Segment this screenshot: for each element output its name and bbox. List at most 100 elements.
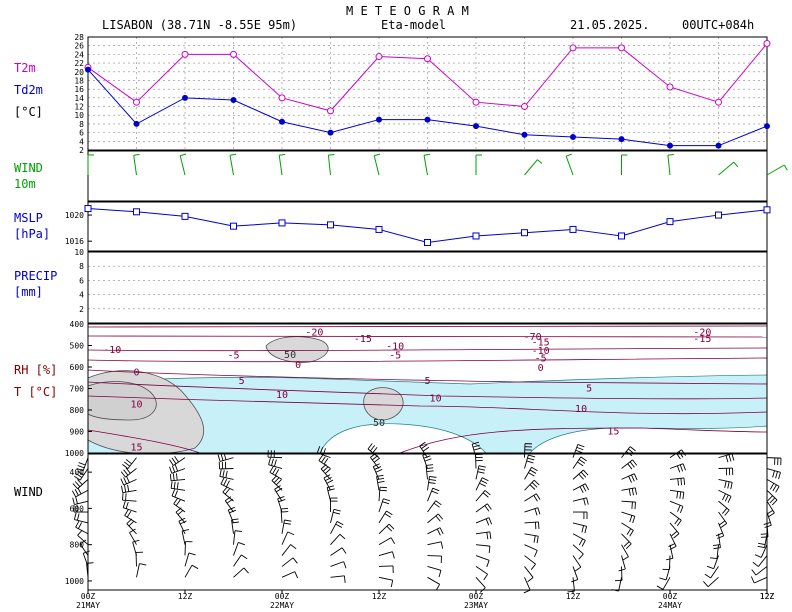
td2m-point — [764, 123, 770, 130]
t2m-point — [763, 40, 771, 48]
t2m-point — [472, 98, 480, 106]
wind-barb-feather — [579, 486, 584, 493]
wind-barb — [184, 564, 193, 578]
wind-barb — [669, 544, 674, 559]
wind-barb-feather — [292, 557, 298, 564]
wind-barb — [86, 563, 89, 578]
wind-barb-feather — [322, 448, 326, 456]
wind-barb — [524, 566, 534, 578]
td2m-point — [230, 97, 237, 104]
wind-barb — [330, 575, 345, 578]
wind-barb-feather — [76, 513, 80, 521]
wind-barb-feather — [327, 488, 335, 491]
wind-barb-feather — [386, 525, 393, 532]
rh-dry-area-left-inner — [87, 381, 157, 421]
wind-barb — [122, 499, 137, 502]
wind-barb-feather — [727, 496, 732, 503]
isotherm-label: 5 — [239, 376, 245, 387]
wind-barb-feather — [626, 528, 632, 535]
wind-barb — [129, 532, 137, 545]
wind-barb-feather — [583, 498, 586, 506]
wind-barb-feather — [72, 483, 78, 490]
wind-barb-feather — [241, 554, 248, 560]
wind-barb-feather — [220, 453, 224, 461]
wind-barb-feather — [323, 458, 329, 465]
wind-barb-feather — [269, 466, 274, 473]
wind-barb-feather — [769, 483, 775, 490]
wind-barb-feather — [374, 466, 382, 470]
wind-barb-feather — [484, 490, 491, 496]
wind-barb — [281, 519, 285, 534]
temp-tick-label: 14 — [74, 94, 84, 103]
wind-barb — [233, 542, 239, 556]
wind-barb — [669, 522, 680, 534]
wind-barb-feather — [632, 459, 638, 466]
wind-barb — [281, 557, 294, 567]
wind-barb-feather — [764, 524, 772, 528]
wind-barb-feather — [676, 452, 681, 460]
mslp-point — [278, 219, 286, 227]
isotherm-label: -20 — [693, 328, 711, 339]
wind-barb — [621, 500, 636, 503]
wind-barb-feather — [472, 441, 479, 445]
rh-dry-area-upper — [265, 336, 329, 363]
wind10-barb-feather — [328, 153, 335, 156]
isotherm-label: -70 — [524, 332, 542, 343]
wind-barb-feather — [771, 499, 778, 506]
wind-barb — [524, 467, 532, 480]
wind-barb — [524, 555, 536, 565]
wind-barb — [475, 566, 488, 575]
wind-barb — [82, 457, 89, 471]
wind-barb-feather — [83, 550, 90, 554]
mslp-line — [87, 208, 768, 244]
wind-barb-feather — [674, 518, 680, 525]
wind-barb-feather — [576, 446, 584, 451]
wind10-barb — [278, 155, 283, 176]
wind-barb-feather — [536, 536, 539, 544]
td2m-point — [667, 142, 673, 149]
x-tick-label: 00Z — [275, 592, 290, 601]
wind-barb-feather — [435, 515, 441, 522]
wind-barb-feather — [388, 523, 395, 530]
wind-barb — [755, 566, 768, 576]
wind-barb — [662, 577, 671, 590]
wind-barb-feather — [171, 457, 177, 464]
wind-barb-feather — [713, 544, 721, 547]
wind-barb-feather — [172, 473, 175, 481]
wind-barb-feather — [392, 551, 395, 559]
wind10-barb-feather — [229, 153, 237, 156]
mslp-point — [618, 232, 625, 240]
wind-barb-feather — [629, 461, 635, 468]
wind-barb-feather — [577, 444, 585, 448]
wind-barb — [427, 487, 434, 502]
wind-barb-feather — [775, 471, 778, 479]
wind-barb — [475, 555, 490, 561]
wind-barb — [475, 577, 486, 589]
wind-barb — [754, 576, 768, 584]
t2m-point — [278, 94, 286, 102]
mslp-frame — [87, 201, 768, 252]
wind-barb — [378, 576, 393, 581]
precip-tick-label: 8 — [79, 262, 84, 271]
wind-barb — [320, 468, 331, 480]
wind-barb — [524, 521, 539, 524]
wind-barb-feather — [139, 563, 147, 566]
wind-barb — [175, 511, 186, 524]
wind-barb-feather — [171, 465, 176, 473]
wind-barb-feather — [631, 488, 634, 496]
wind-barb-feather — [537, 507, 541, 515]
temp-tick-label: 16 — [74, 85, 84, 94]
x-tick-label: 00Z — [81, 592, 96, 601]
wind-barb-feather — [767, 495, 773, 502]
wind-barb-feather — [333, 511, 341, 515]
wind-barb-feather — [436, 528, 441, 536]
isotherm-label: -10 — [532, 346, 550, 357]
wind-barb-feather — [225, 470, 228, 478]
isotherm-label: -15 — [693, 334, 711, 345]
wind-barb — [475, 465, 480, 480]
wind-barb — [330, 561, 344, 567]
wind-barb-feather — [627, 463, 633, 470]
wind-profile-tick-label: 400 — [70, 468, 85, 477]
wind-barb-feather — [177, 509, 184, 515]
